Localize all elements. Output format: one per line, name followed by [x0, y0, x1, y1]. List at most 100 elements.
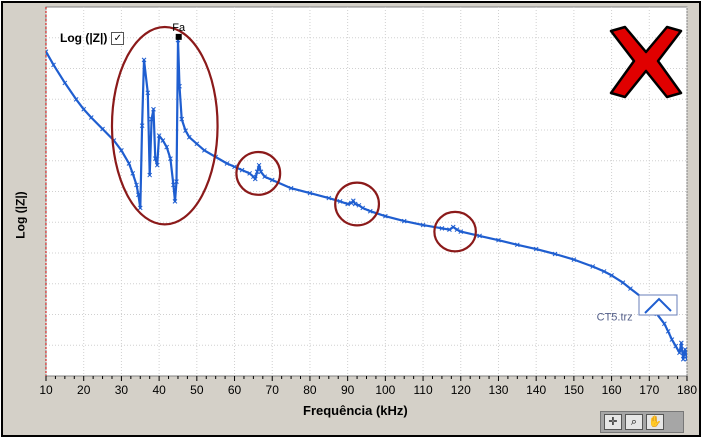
highlight-ellipse	[334, 181, 381, 227]
data-point	[356, 202, 362, 208]
data-point	[73, 97, 79, 102]
data-point	[450, 224, 456, 230]
data-point	[680, 356, 686, 362]
data-point	[307, 190, 313, 196]
data-point	[601, 269, 607, 274]
data-point	[119, 148, 124, 153]
data-point	[326, 195, 332, 201]
data-point	[256, 162, 262, 168]
data-point	[145, 90, 151, 96]
data-point	[183, 128, 188, 133]
zoom-button[interactable]: ⌕	[625, 414, 643, 430]
x-tick-label: 40	[152, 383, 166, 397]
data-point	[81, 106, 87, 112]
data-point	[590, 264, 596, 269]
data-point	[62, 80, 68, 86]
highlight-layer	[110, 25, 477, 253]
data-point	[620, 280, 626, 285]
legend-checkbox[interactable]: ✓	[111, 31, 125, 45]
data-point	[151, 106, 156, 112]
data-point	[130, 171, 136, 176]
data-point	[179, 116, 185, 122]
data-point	[533, 246, 539, 252]
data-point	[514, 242, 520, 248]
data-point	[350, 198, 356, 204]
data-point	[360, 205, 366, 211]
highlight-ellipse	[110, 25, 219, 226]
data-point	[669, 337, 675, 342]
trace-thumbnail[interactable]	[638, 294, 678, 316]
data-point	[262, 174, 268, 180]
data-point	[156, 133, 162, 138]
data-point	[254, 169, 260, 175]
highlight-ellipse	[235, 150, 282, 196]
x-tick-label: 20	[77, 383, 91, 397]
data-point	[232, 164, 237, 170]
data-point	[88, 115, 94, 120]
data-point	[609, 273, 614, 278]
data-point	[367, 208, 373, 214]
data-point	[571, 257, 577, 262]
x-tick-label: 10	[39, 383, 53, 397]
data-point	[682, 347, 687, 352]
data-point	[401, 218, 407, 224]
x-tick-label: 90	[341, 383, 355, 397]
x-tick-label: 130	[488, 383, 508, 397]
data-point	[100, 126, 105, 132]
data-point	[136, 192, 141, 198]
data-point	[458, 229, 464, 234]
data-point	[258, 169, 264, 175]
data-point	[552, 251, 558, 257]
data-point	[662, 321, 667, 327]
x-ticks: 10 20 30 40 50 60 70 80 90 100 110 120 130 140 150 160 1…	[39, 376, 697, 397]
data-point	[139, 123, 145, 129]
data-point	[247, 171, 252, 176]
data-point	[352, 201, 358, 207]
highlight-ellipse	[433, 210, 477, 253]
data-point	[337, 199, 343, 204]
data-point	[51, 62, 56, 68]
x-tick-label: 30	[115, 383, 129, 397]
data-point	[186, 134, 192, 140]
x-tick-label: 150	[564, 383, 584, 397]
annotation-fa: Fa	[172, 22, 186, 34]
data-point	[164, 144, 170, 150]
data-point	[137, 205, 143, 211]
data-point	[147, 172, 153, 178]
data-point	[477, 233, 482, 239]
series-layer	[46, 37, 687, 362]
data-point	[496, 237, 501, 243]
x-tick-label: 60	[228, 383, 242, 397]
data-point	[684, 356, 687, 362]
data-point	[288, 185, 294, 191]
pan-hand-button[interactable]: ✋	[646, 414, 664, 430]
annotations: Fa CT5.trz	[172, 22, 632, 324]
data-point	[134, 182, 139, 188]
data-point	[269, 177, 275, 183]
data-point	[194, 141, 200, 147]
data-point	[673, 343, 679, 349]
graph-toolbar: ✛ ⌕ ✋	[600, 411, 684, 433]
grid	[45, 7, 688, 376]
data-point	[46, 49, 49, 55]
data-point	[239, 167, 245, 173]
x-tick-label: 100	[375, 383, 395, 397]
data-point	[447, 227, 452, 233]
y-axis-label: Log (|Z|)	[13, 191, 28, 239]
legend-label: Log (|Z|)	[60, 31, 108, 45]
data-point	[177, 83, 182, 89]
x-tick-label: 80	[303, 383, 317, 397]
data-point	[345, 201, 351, 207]
data-point	[202, 148, 207, 153]
x-tick-label: 160	[602, 383, 622, 397]
annotation-trace-name: CT5.trz	[597, 312, 633, 324]
data-point	[141, 57, 147, 63]
x-tick-label: 120	[451, 383, 471, 397]
data-point	[174, 179, 179, 184]
data-point	[152, 156, 158, 161]
impedance-chart: 10 20 30 40 50 60 70 80 90 100 110 120 130 140 150 160 1…	[39, 6, 697, 397]
data-point	[252, 176, 258, 182]
crosshair-cursor-button[interactable]: ✛	[604, 414, 622, 430]
data-point	[160, 138, 166, 143]
x-tick-label: 70	[266, 383, 280, 397]
